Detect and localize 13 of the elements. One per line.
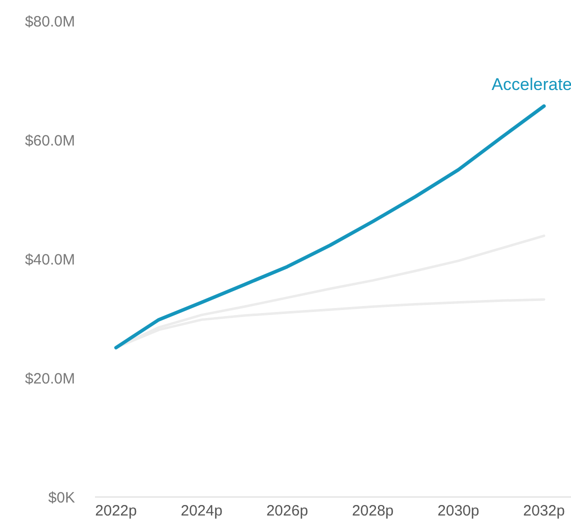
x-tick-label: 2030p <box>438 502 480 520</box>
x-tick-label: 2032p <box>523 502 565 520</box>
y-tick-label: $20.0M <box>24 370 75 388</box>
x-tick-label: 2026p <box>266 502 308 520</box>
line-series <box>114 104 546 350</box>
y-tick-label: $0K <box>48 489 75 506</box>
series-label: Accelerate <box>492 75 571 94</box>
y-tick-label: $40.0M <box>24 251 75 268</box>
y-tick-label: $60.0M <box>24 132 75 150</box>
x-tick-label: 2024p <box>180 502 222 520</box>
x-tick-label: 2028p <box>352 502 394 520</box>
y-tick-label: $80.0M <box>24 13 75 30</box>
x-tick-label: 2022p <box>95 502 137 520</box>
